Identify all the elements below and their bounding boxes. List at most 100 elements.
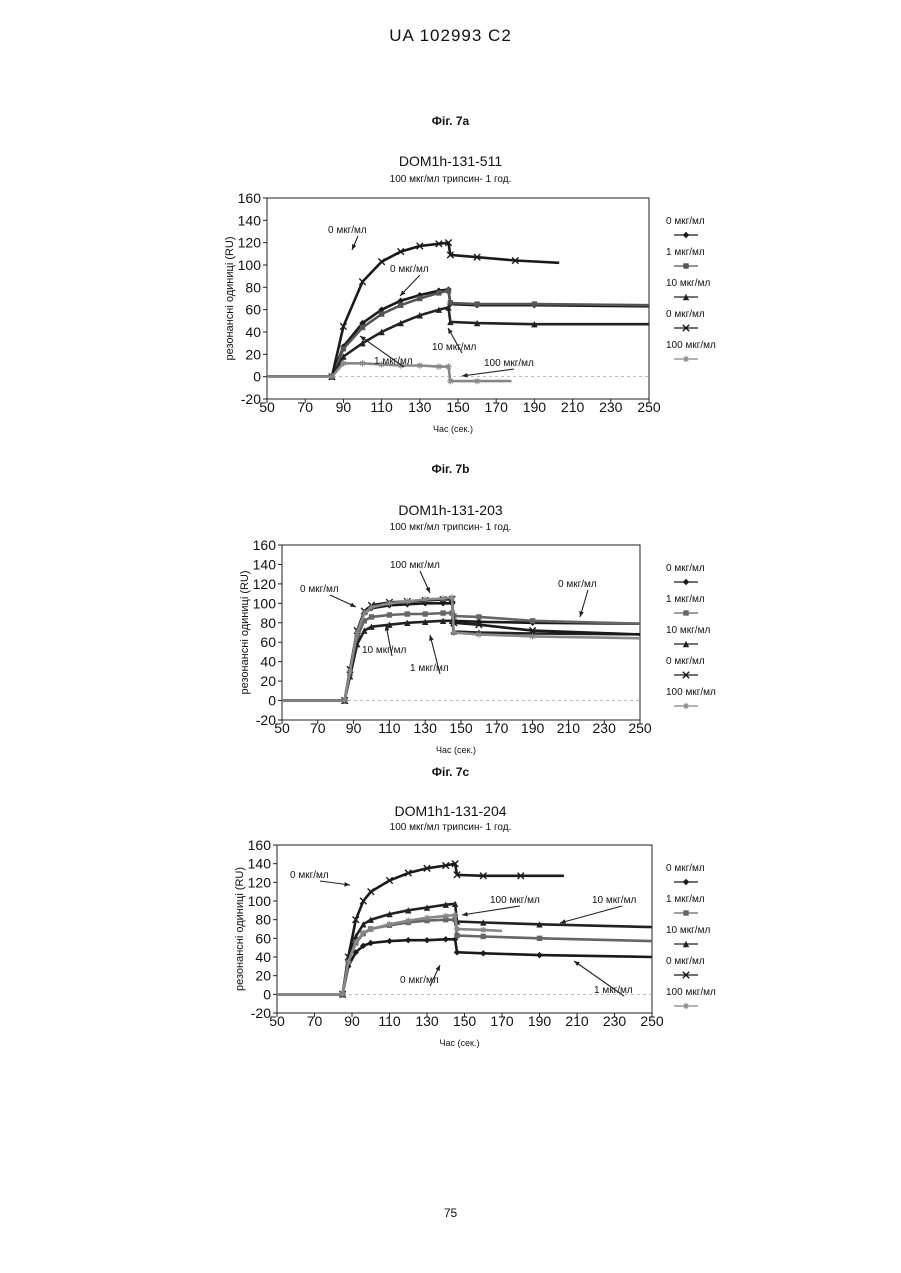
data-point [480, 950, 486, 956]
annotation-label: 0 мкг/мл [328, 225, 367, 236]
series-line [282, 613, 640, 701]
data-point [360, 325, 365, 330]
x-tick-label: 230 [603, 1013, 627, 1029]
y-tick-label: 40 [255, 949, 271, 965]
chart-subtitle-7b: 100 мкг/мл трипсин- 1 год. [0, 522, 901, 533]
legend-marker [683, 910, 688, 915]
legend-marker [683, 879, 689, 885]
chart-7b: -200204060801001201401605070901101301501… [0, 535, 901, 785]
y-tick-label: 160 [253, 537, 277, 553]
data-point [369, 614, 374, 619]
x-tick-label: 90 [344, 1013, 360, 1029]
x-tick-label: 50 [259, 399, 275, 415]
x-tick-label: 70 [297, 399, 313, 415]
series-2 [282, 618, 640, 704]
data-point [423, 611, 428, 616]
y-tick-label: 100 [248, 893, 272, 909]
annotation-label: 1 мкг/мл [410, 663, 449, 674]
y-tick-label: 40 [245, 324, 261, 340]
chart-title-7a: DOM1h-131-511 [0, 153, 901, 169]
data-point [536, 952, 542, 958]
data-point [354, 629, 360, 635]
y-tick-label: 160 [248, 837, 272, 853]
y-tick-label: 120 [238, 235, 262, 251]
data-point [474, 301, 479, 306]
chart-7c: -200204060801001201401605070901101301501… [0, 835, 901, 1085]
data-point [476, 631, 482, 637]
x-tick-label: 170 [490, 1013, 514, 1029]
legend-marker [683, 232, 689, 238]
legend-label: 0 мкг/мл [666, 563, 705, 574]
data-point [474, 378, 480, 384]
x-tick-label: 250 [637, 399, 661, 415]
data-point [529, 633, 535, 639]
y-tick-label: 100 [253, 595, 277, 611]
y-tick-label: 60 [255, 930, 271, 946]
data-point [436, 363, 442, 369]
annotation-label: 100 мкг/мл [490, 895, 540, 906]
x-tick-label: 170 [485, 720, 509, 736]
x-tick-label: 150 [446, 399, 470, 415]
x-tick-label: 210 [561, 399, 585, 415]
x-tick-label: 230 [599, 399, 623, 415]
annotation-arrowhead [574, 961, 580, 966]
data-point [405, 611, 410, 616]
series-line [282, 599, 640, 700]
chart-7a: -200204060801001201401605070901101301501… [0, 188, 901, 438]
data-point [443, 913, 449, 919]
annotation-arrowhead [579, 611, 583, 617]
legend-label: 100 мкг/мл [666, 340, 716, 351]
x-tick-label: 130 [414, 720, 438, 736]
page-number: 75 [0, 1206, 901, 1220]
annotation-label: 1 мкг/мл [594, 985, 633, 996]
data-point [454, 933, 459, 938]
figure-label-7a: Фіг. 7a [0, 114, 901, 128]
series-1 [267, 288, 649, 379]
y-tick-label: 140 [253, 556, 277, 572]
x-tick-label: 90 [336, 399, 352, 415]
y-tick-label: 120 [248, 874, 272, 890]
y-tick-label: 20 [255, 968, 271, 984]
data-point [449, 594, 455, 600]
legend-marker [683, 610, 688, 615]
data-point [440, 610, 445, 615]
data-point [446, 288, 451, 293]
data-point [481, 934, 486, 939]
x-tick-label: 110 [370, 399, 393, 415]
annotation-arrow [560, 906, 622, 923]
chart-subtitle-7a: 100 мкг/мл трипсин- 1 год. [0, 174, 901, 185]
y-tick-label: 0 [268, 693, 276, 709]
y-tick-label: 80 [245, 279, 261, 295]
annotation-label: 10 мкг/мл [592, 895, 636, 906]
x-tick-label: 210 [565, 1013, 589, 1029]
y-tick-label: 40 [260, 654, 276, 670]
plot-frame [267, 198, 649, 399]
series-line [282, 598, 640, 701]
legend-label: 0 мкг/мл [666, 956, 705, 967]
data-point [417, 362, 423, 368]
x-tick-label: 110 [378, 720, 401, 736]
annotation-label: 0 мкг/мл [300, 584, 339, 595]
chart-title-7c: DOM1h1-131-204 [0, 803, 901, 819]
annotation-label: 0 мкг/мл [390, 264, 429, 275]
data-point [530, 618, 535, 623]
data-point [440, 595, 446, 601]
x-tick-label: 130 [415, 1013, 439, 1029]
legend-label: 1 мкг/мл [666, 894, 705, 905]
data-point [417, 296, 422, 301]
x-axis-label: Час (сек.) [433, 424, 473, 434]
legend-label: 0 мкг/мл [666, 863, 705, 874]
data-point [436, 290, 441, 295]
annotation-label: 100 мкг/мл [484, 358, 534, 369]
data-point [405, 937, 411, 943]
data-point [476, 614, 481, 619]
x-tick-label: 230 [593, 720, 617, 736]
x-tick-label: 250 [640, 1013, 664, 1029]
series-line [267, 291, 649, 377]
document-header: UA 102993 C2 [0, 26, 901, 46]
legend-marker [683, 579, 689, 585]
x-tick-label: 190 [523, 399, 547, 415]
series-line [277, 904, 652, 995]
legend-label: 0 мкг/мл [666, 309, 705, 320]
data-point [454, 949, 460, 955]
